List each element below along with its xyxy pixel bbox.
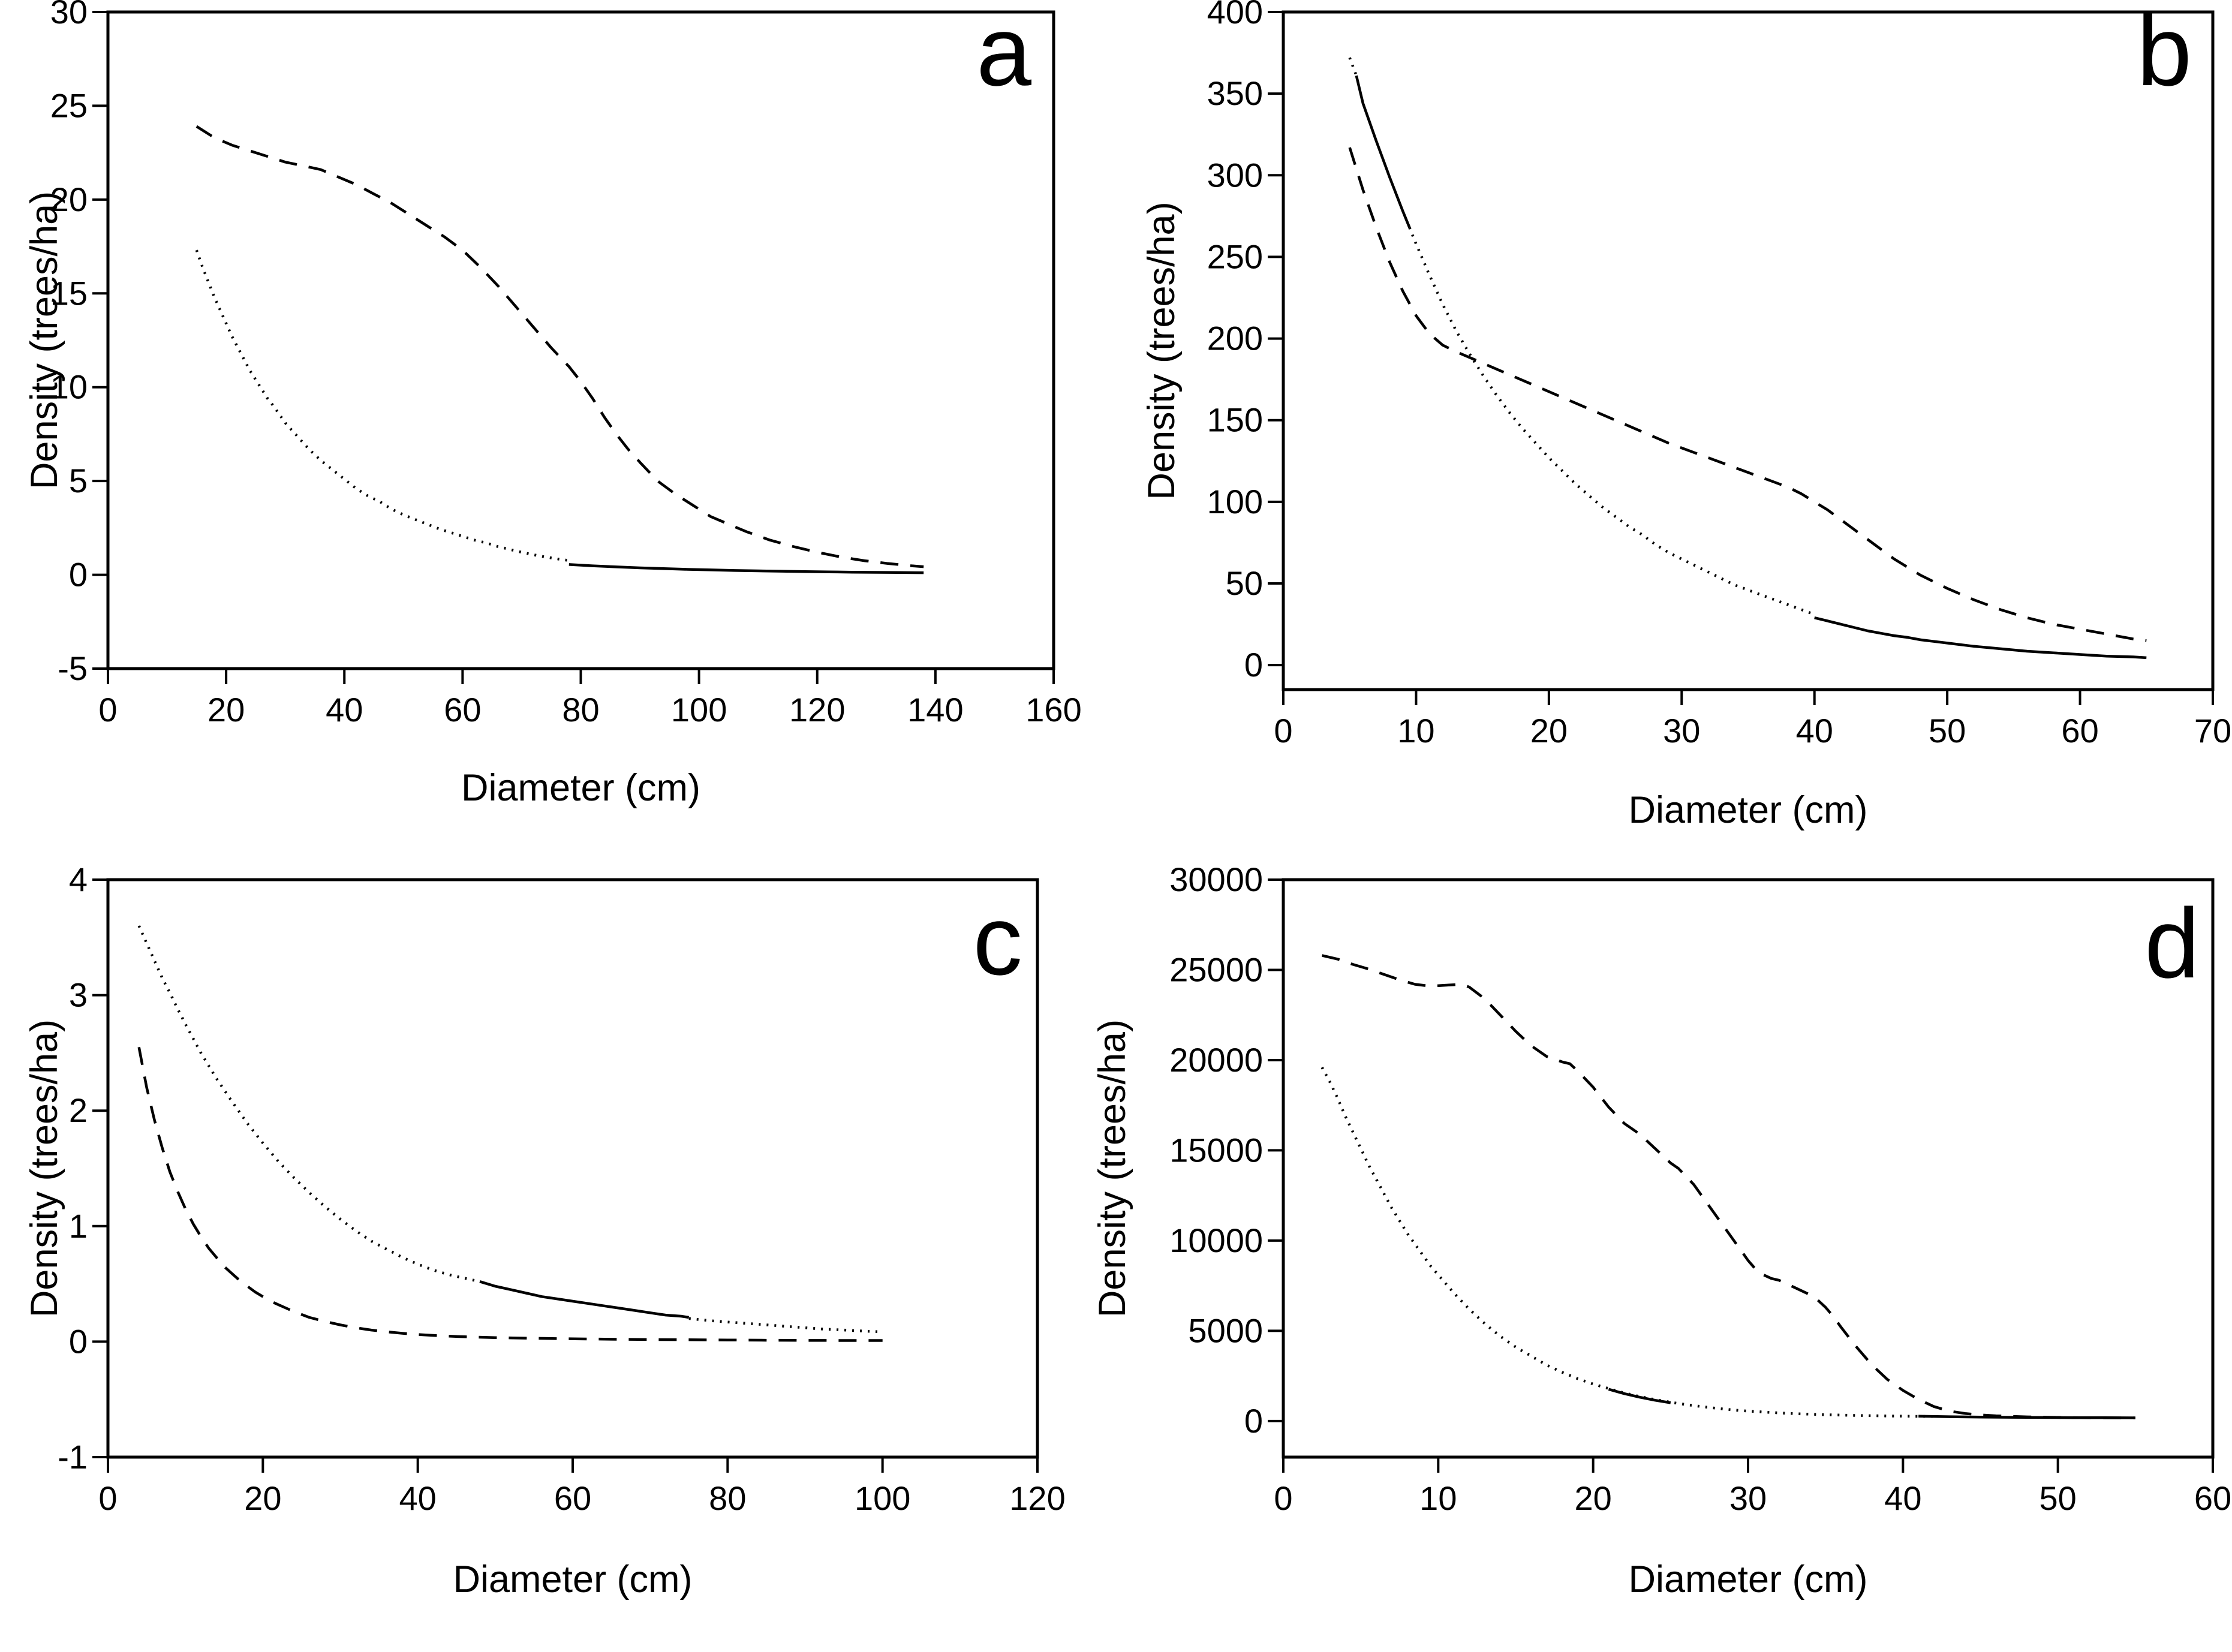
x-tick-label: 100 — [671, 691, 727, 729]
x-tick-label: 40 — [1884, 1479, 1921, 1517]
x-tick-label: 30 — [1729, 1479, 1767, 1517]
panel-b-dotted-curve — [1408, 227, 1815, 616]
y-tick-label: 10000 — [1169, 1221, 1263, 1259]
y-tick-label: 350 — [1207, 74, 1263, 112]
panel-b-frame — [1282, 10, 2215, 691]
panel-b: 0 10 20 30 40 50 60 70 0 50 100 150 200 250 300 350 400 D… — [1141, 0, 2231, 831]
y-axis-label: Density (trees/ha) — [1091, 1019, 1133, 1317]
y-axis-label: Density (trees/ha) — [23, 1019, 65, 1317]
panel-d: 0 10 20 30 40 50 60 0 5000 10000 15000 20000 25000 30… — [1091, 860, 2231, 1600]
panel-d-frame — [1282, 878, 2215, 1459]
panel-c-dotted-tail — [688, 1317, 883, 1334]
x-tick-label: 160 — [1025, 691, 1081, 729]
y-tick-label: 100 — [1207, 483, 1263, 520]
y-tick-label: 25000 — [1169, 950, 1263, 988]
x-tick-label: 20 — [244, 1479, 281, 1517]
y-tick-label: 400 — [1207, 0, 1263, 31]
y-tick-label: 50 — [1226, 564, 1263, 602]
y-tick-label: 20000 — [1169, 1041, 1263, 1079]
x-tick-label: 60 — [2061, 712, 2098, 750]
x-tick-label: 0 — [98, 691, 117, 729]
x-tick-label: 50 — [1929, 712, 1966, 750]
y-tick-label: 2 — [69, 1091, 88, 1129]
panel-a: 0 20 40 60 80 100 120 140 160 -5 0 5 10 15 20 25 30 Diame… — [23, 0, 1082, 809]
y-tick-label: -1 — [58, 1438, 88, 1476]
panel-c-dashed-curve — [137, 1046, 883, 1342]
y-tick-label: 30 — [50, 0, 88, 31]
panel-a-dashed-curve — [195, 125, 924, 568]
y-tick-label: 200 — [1207, 320, 1263, 357]
x-tick-label: 0 — [1274, 712, 1292, 750]
y-tick-label: 5 — [69, 462, 88, 499]
y-tick-label: 3 — [69, 976, 88, 1014]
panel-c-frame — [106, 878, 1039, 1459]
x-tick-label: 0 — [1274, 1479, 1292, 1517]
y-tick-label: 15 — [50, 274, 88, 312]
y-tick-label: 1 — [69, 1207, 88, 1245]
panel-b-dashed-curve — [1348, 147, 2147, 642]
y-tick-label: 30000 — [1169, 860, 1263, 898]
x-tick-label: 40 — [399, 1479, 437, 1517]
x-tick-label: 80 — [562, 691, 599, 729]
x-tick-label: 10 — [1397, 712, 1434, 750]
y-tick-label: 20 — [50, 180, 88, 218]
y-tick-label: 15000 — [1169, 1131, 1263, 1169]
panel-d-dotted-curve — [1320, 1066, 1935, 1418]
y-tick-label: 10 — [50, 368, 88, 406]
x-tick-label: 100 — [855, 1479, 910, 1517]
x-tick-label: 40 — [1796, 712, 1833, 750]
x-tick-label: 60 — [2194, 1479, 2231, 1517]
x-tick-label: 20 — [1575, 1479, 1612, 1517]
y-tick-label: 0 — [1244, 1402, 1263, 1440]
x-tick-label: 20 — [1530, 712, 1568, 750]
panel-a-dotted-curve — [195, 249, 570, 562]
x-tick-label: 140 — [907, 691, 963, 729]
x-tick-label: 60 — [554, 1479, 591, 1517]
panel-b-solid-head — [1355, 75, 1411, 228]
x-tick-label: 0 — [98, 1479, 117, 1517]
y-tick-label: 250 — [1207, 237, 1263, 275]
panel-letter-b: b — [2137, 0, 2192, 106]
y-axis-label: Density (trees/ha) — [23, 191, 65, 489]
panel-letter-c: c — [973, 885, 1023, 995]
y-tick-label: 0 — [69, 1322, 88, 1360]
panel-a-frame — [106, 10, 1055, 670]
x-tick-label: 60 — [444, 691, 481, 729]
x-tick-label: 80 — [709, 1479, 746, 1517]
y-tick-label: 4 — [69, 860, 88, 898]
panel-d-solid-mid — [1608, 1388, 1671, 1404]
panel-d-solid-tail — [1918, 1415, 2135, 1419]
x-tick-label: 10 — [1419, 1479, 1457, 1517]
panel-b-dotted-tip — [1348, 57, 1358, 76]
panel-c: 0 20 40 60 80 100 120 -1 0 1 2 3 4 Diameter (cm) Densi… — [23, 860, 1066, 1600]
x-tick-label: 30 — [1663, 712, 1700, 750]
x-axis-label: Diameter (cm) — [453, 1558, 692, 1600]
y-tick-label: 5000 — [1188, 1311, 1263, 1349]
x-tick-label: 70 — [2194, 712, 2231, 750]
x-tick-label: 50 — [2040, 1479, 2077, 1517]
panel-b-solid-tail — [1814, 616, 2147, 660]
y-tick-label: -5 — [58, 649, 88, 687]
x-tick-label: 120 — [1009, 1479, 1065, 1517]
panel-letter-a: a — [976, 0, 1031, 106]
y-axis-label: Density (trees/ha) — [1141, 201, 1183, 499]
panel-d-dashed-curve — [1322, 954, 2135, 1419]
panel-a-solid-tail — [568, 563, 924, 574]
panel-c-dotted-curve — [137, 925, 480, 1283]
y-tick-label: 300 — [1207, 156, 1263, 194]
x-tick-label: 20 — [207, 691, 245, 729]
x-tick-label: 120 — [789, 691, 845, 729]
panel-c-solid-mid — [479, 1280, 690, 1319]
y-tick-label: 0 — [69, 556, 88, 594]
x-axis-label: Diameter (cm) — [1628, 1558, 1867, 1600]
y-tick-label: 25 — [50, 86, 88, 124]
x-axis-label: Diameter (cm) — [461, 767, 700, 809]
panel-letter-d: d — [2144, 888, 2200, 998]
x-tick-label: 40 — [326, 691, 363, 729]
y-tick-label: 150 — [1207, 401, 1263, 439]
x-axis-label: Diameter (cm) — [1628, 789, 1867, 831]
y-tick-label: 0 — [1244, 646, 1263, 684]
